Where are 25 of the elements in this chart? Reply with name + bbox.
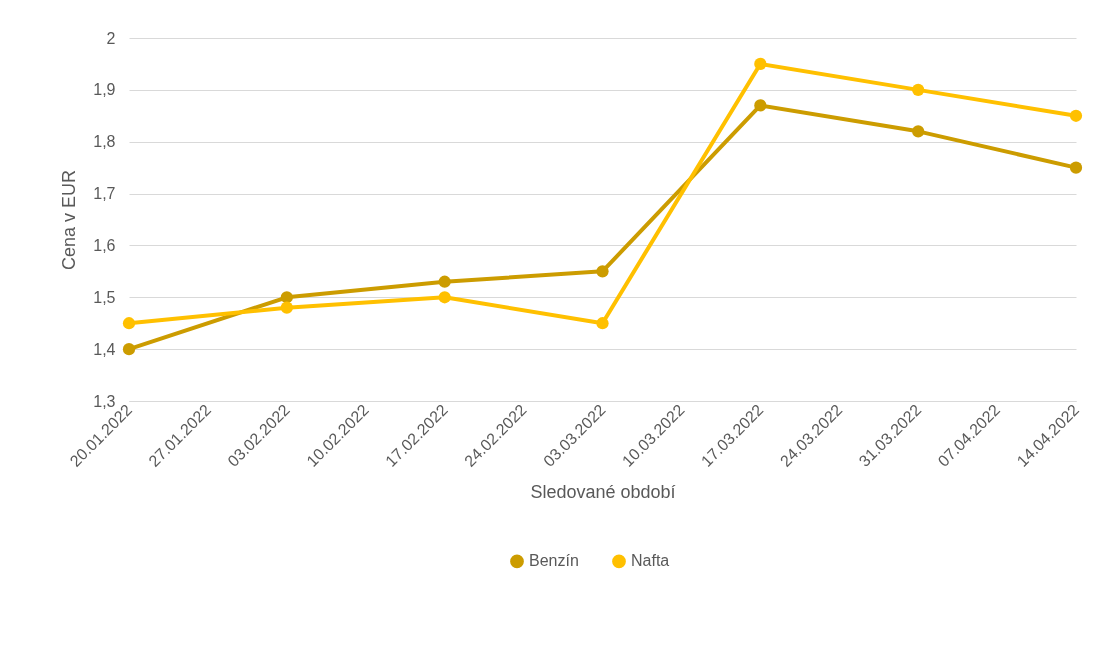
point [596,317,609,330]
point [596,265,609,278]
x-axis-title: Sledované období [530,481,676,502]
point [280,301,293,314]
y-tick-label: 1,6 [93,236,116,254]
point [912,125,925,138]
legend-label: Nafta [631,552,670,570]
y-tick-label: 1,7 [93,185,116,203]
point [1069,161,1083,174]
point [122,317,136,330]
point [754,99,767,112]
point [912,83,925,96]
y-axis-title: Cena v EUR [59,169,80,271]
point [438,275,451,288]
y-tick-label: 1,5 [93,288,116,306]
y-tick-label: 1,8 [93,133,116,151]
y-tick-label: 2 [106,29,116,47]
y-tick-label: 1,4 [93,340,116,358]
point [438,291,451,304]
point [754,57,767,71]
point [1069,109,1083,122]
legend-label: Benzín [529,552,579,570]
y-tick-label: 1,9 [93,81,116,99]
point [122,343,136,356]
point [280,291,293,304]
